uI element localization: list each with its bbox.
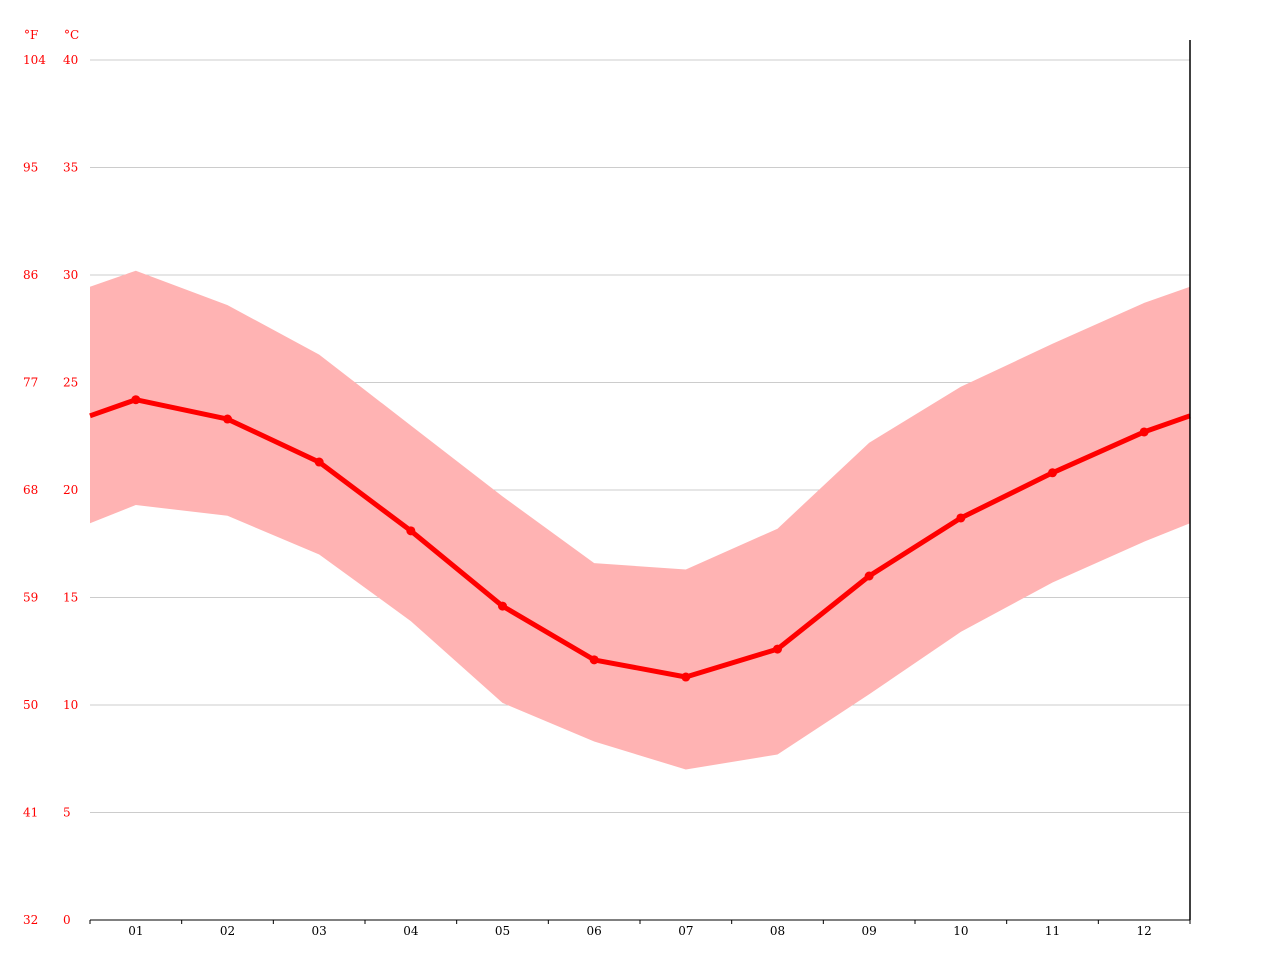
x-tick-label: 05 (495, 924, 510, 938)
celsius-unit-label: °C (64, 28, 79, 42)
data-point (589, 655, 599, 665)
x-tick-label: 08 (770, 924, 785, 938)
y-tick-label-fahrenheit: 95 (23, 161, 38, 175)
y-tick-label-celsius: 15 (63, 591, 78, 605)
y-tick-label-celsius: 40 (63, 53, 78, 67)
x-tick-label: 07 (678, 924, 693, 938)
x-tick-label: 09 (862, 924, 877, 938)
y-tick-label-celsius: 30 (63, 268, 78, 282)
data-point (131, 395, 141, 405)
data-point (498, 601, 507, 611)
average-temperature-series (89, 395, 1191, 682)
tick-labels: 0 32 5 41 10 50 15 59 20 68 25 77 30 86 35 95 40 104 01 02 0… (23, 53, 1152, 938)
y-tick-label-fahrenheit: 104 (23, 53, 46, 67)
y-tick-label-fahrenheit: 59 (23, 591, 38, 605)
x-tick-label: 04 (403, 924, 419, 938)
x-tick-label: 01 (128, 924, 143, 938)
temperature-range-band (90, 270, 1190, 770)
x-tick-label: 10 (953, 924, 968, 938)
y-tick-label-fahrenheit: 32 (23, 913, 38, 927)
data-point (314, 457, 324, 467)
data-point (223, 414, 232, 424)
x-tick-label: 03 (312, 924, 327, 938)
range-band-area (90, 270, 1190, 770)
y-tick-label-celsius: 25 (63, 376, 78, 390)
fahrenheit-unit-label: °F (24, 28, 38, 42)
data-point (1139, 427, 1149, 437)
data-point (773, 644, 782, 654)
y-tick-label-fahrenheit: 86 (23, 268, 38, 282)
y-tick-label-celsius: 35 (63, 161, 78, 175)
y-tick-label-fahrenheit: 41 (23, 806, 38, 820)
y-tick-label-celsius: 5 (63, 806, 71, 820)
data-point (681, 672, 691, 682)
data-point (956, 513, 966, 523)
y-tick-label-celsius: 10 (63, 698, 78, 712)
data-point (864, 571, 874, 581)
x-tick-label: 06 (587, 924, 602, 938)
x-tick-label: 12 (1137, 924, 1152, 938)
y-tick-label-celsius: 0 (63, 913, 71, 927)
y-tick-label-fahrenheit: 50 (23, 698, 38, 712)
average-line (89, 397, 1191, 680)
x-tick-label: 11 (1045, 924, 1060, 938)
data-point (406, 526, 416, 536)
y-tick-label-fahrenheit: 77 (23, 376, 38, 390)
y-tick-label-celsius: 20 (63, 483, 78, 497)
y-tick-label-fahrenheit: 68 (23, 483, 38, 497)
data-point (1048, 468, 1057, 478)
x-tick-label: 02 (220, 924, 235, 938)
axes (89, 40, 1191, 924)
